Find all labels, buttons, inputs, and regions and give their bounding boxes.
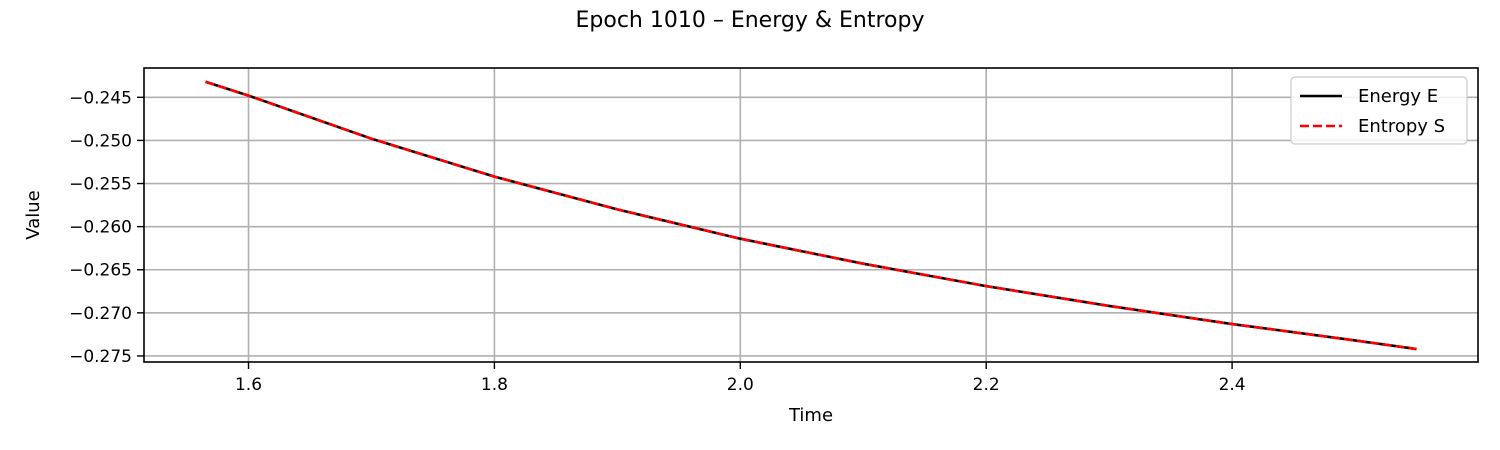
y-axis-ticks: −0.245 −0.250 −0.255 −0.260 −0.265 −0.270 −0.2… bbox=[69, 88, 144, 367]
y-axis-label: Value bbox=[23, 190, 44, 239]
x-tick-label: 2.4 bbox=[1219, 375, 1246, 395]
x-tick-label: 2.2 bbox=[973, 375, 1000, 395]
y-tick-label: −0.275 bbox=[69, 347, 132, 367]
legend-label: Entropy S bbox=[1358, 116, 1445, 137]
x-tick-label: 2.0 bbox=[727, 375, 754, 395]
x-tick-label: 1.6 bbox=[235, 375, 262, 395]
chart-title: Epoch 1010 – Energy & Entropy bbox=[576, 8, 925, 33]
y-tick-label: −0.255 bbox=[69, 175, 132, 195]
x-axis-ticks: 1.6 1.8 2.0 2.2 2.4 bbox=[235, 362, 1246, 395]
y-tick-label: −0.250 bbox=[69, 131, 132, 151]
y-tick-label: −0.245 bbox=[69, 88, 132, 108]
y-tick-label: −0.260 bbox=[69, 218, 132, 238]
y-tick-label: −0.270 bbox=[69, 304, 132, 324]
y-tick-label: −0.265 bbox=[69, 261, 132, 281]
grid bbox=[144, 68, 1478, 362]
series-line-energy-e bbox=[205, 80, 1417, 351]
x-tick-label: 1.8 bbox=[481, 375, 508, 395]
plot-frame bbox=[143, 67, 1479, 363]
legend-label: Energy E bbox=[1358, 86, 1438, 107]
x-axis-label: Time bbox=[788, 405, 833, 426]
legend: Energy E Entropy S bbox=[1290, 76, 1468, 145]
series-layer bbox=[205, 80, 1417, 351]
